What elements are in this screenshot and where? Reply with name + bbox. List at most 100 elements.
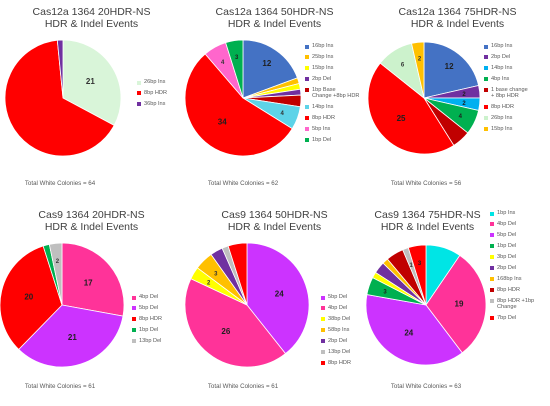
slice-label-1: 24 [275,289,284,298]
legend-item: 168bp Ins [490,276,534,283]
legend-swatch [321,361,325,366]
legend-item: 1bp Del [490,242,534,250]
legend-label: 5bp Ins [312,125,331,132]
legend-swatch [321,350,325,355]
legend-label: 58bp Ins [328,326,350,333]
slice-label-6: 4 [280,111,284,117]
legend-item: 8bp HDR +1bp Change [490,297,535,311]
legend-item: 5bp Ins [305,125,359,133]
legend-label: 1bp Del [312,136,332,143]
legend-item: 25bp Ins [305,54,359,61]
slice-label-2: 2 [462,92,466,98]
slice-label-3: 20 [24,293,33,302]
slice-label-4: 3 [214,272,218,278]
legend-swatch [484,66,488,71]
legend-swatch [484,127,488,132]
legend-label: 16bp Ins [312,43,334,49]
pie-chart-4: 17 21 20 2 [0,242,125,368]
legend-item: 14bp Ins [484,64,528,72]
pie-slice-7 [184,53,293,157]
legend-label: 1bp Del [497,242,517,249]
legend-item: 2bp Del [321,338,351,345]
chart-subtitle: HDR & Indel Events [227,18,322,30]
pie-panel-2: Cas12a 1364 50HDR-NS HDR & Indel Events … [183,0,366,203]
chart-subtitle: HDR & Indel Events [44,221,139,233]
legend-swatch [321,339,325,344]
slice-label-4: 3 [383,290,387,296]
legend-swatch [132,317,136,322]
legend-swatch [132,328,136,333]
legend-item: 1bp Del [305,136,359,144]
legend-label: 8bp HDR [139,315,163,322]
legend-swatch [132,339,136,344]
pie-chart-5: 24 26 23 [184,242,310,368]
pie-slice-2 [18,304,124,368]
legend-item: 58bp Ins [321,326,351,334]
legend-label: 5bp Del [328,294,348,300]
legend-swatch [305,138,309,143]
legend-swatch [490,316,494,321]
legend-item: 2bp Del [484,54,528,61]
legend-label: 14bp Ins [312,103,334,110]
legend-swatch [132,295,136,300]
pie-panel-6: Cas9 1364 75HDR-NS HDR & Indel Events 19… [365,203,549,406]
legend-swatch [305,77,309,82]
legend-label: 38bp Del [328,315,351,322]
legend-item: 4bp Del [490,221,534,228]
pie-chart-2: 12 4 34 4 3 [184,39,302,157]
legend-swatch [490,299,494,304]
legend-item: 14bp Ins [305,103,359,111]
legend-label: 1bp Base Change +8bp HDR [312,86,360,99]
legend-label: 13bp Del [139,337,162,344]
pie-slice-9 [225,39,244,99]
slice-label-3: 2 [462,101,466,107]
legend-item: 8bp HDR [484,104,528,111]
legend-label: 26bp Ins [144,79,166,85]
total-colonies-text: Total White Colonies = 61 [207,383,279,390]
slice-label-2: 19 [455,300,464,309]
legend-item: 4bp Del [132,294,162,301]
legend-item: 8bp HDR [305,115,359,122]
legend-swatch [321,306,325,311]
pie-slice-1 [246,242,310,355]
legend-label: 8bp HDR +1bp Change [497,297,535,310]
legend-item: 4bp Ins [484,76,528,83]
legend-label: 2bp Del [312,75,332,82]
legend-label: 26bp Ins [491,114,513,121]
pie-slice-5 [48,242,63,306]
legend-item: 2bp Del [305,75,359,83]
slice-label-1: 21 [86,77,95,86]
legend-label: 4bp Del [328,304,348,311]
legend-label: 4bp Del [139,294,159,300]
chart-subtitle: HDR & Indel Events [44,18,139,30]
chart-title-line1: Cas9 1364 50HDR-NS [221,209,328,221]
chart-subtitle: HDR & Indel Events [380,221,475,233]
legend-item: 15bp Ins [484,126,528,133]
pie-slice-1 [423,41,480,99]
legend-item: 1bp Ins [490,210,534,217]
total-colonies-text: Total White Colonies = 64 [24,180,96,187]
pie-slice-2 [184,278,287,368]
legend-item: 5bp Del [321,294,351,301]
legend-swatch [490,266,494,271]
slice-label-10: 3 [418,261,422,267]
chart-subtitle: HDR & Indel Events [410,18,505,30]
slice-label-1: 12 [445,62,454,71]
legend-label: 2bp Del [497,264,517,271]
legend-label: 14bp Ins [491,64,513,71]
chart-title: Cas9 1364 75HDR-NS HDR & Indel Events [366,209,489,233]
legend-item: 5bp Del [132,305,162,312]
pie-slice-3 [56,39,64,99]
legend-label: 36bp Ins [144,100,166,107]
legend-item: 8bp HDR [321,360,351,367]
legend-item: 7bp Del [490,314,534,322]
pie-slice-3 [365,294,463,366]
legend-swatch [490,222,494,227]
legend-label: 7bp Del [497,314,517,321]
chart-title: Cas12a 1364 50HDR-NS HDR & Indel Events [183,6,366,30]
chart-title-line1: Cas12a 1364 50HDR-NS [215,6,334,18]
legend-label: 13bp Del [328,348,351,355]
legend-label: 1 base change + 8bp HDR [491,86,528,99]
slice-label-2: 21 [68,333,77,342]
